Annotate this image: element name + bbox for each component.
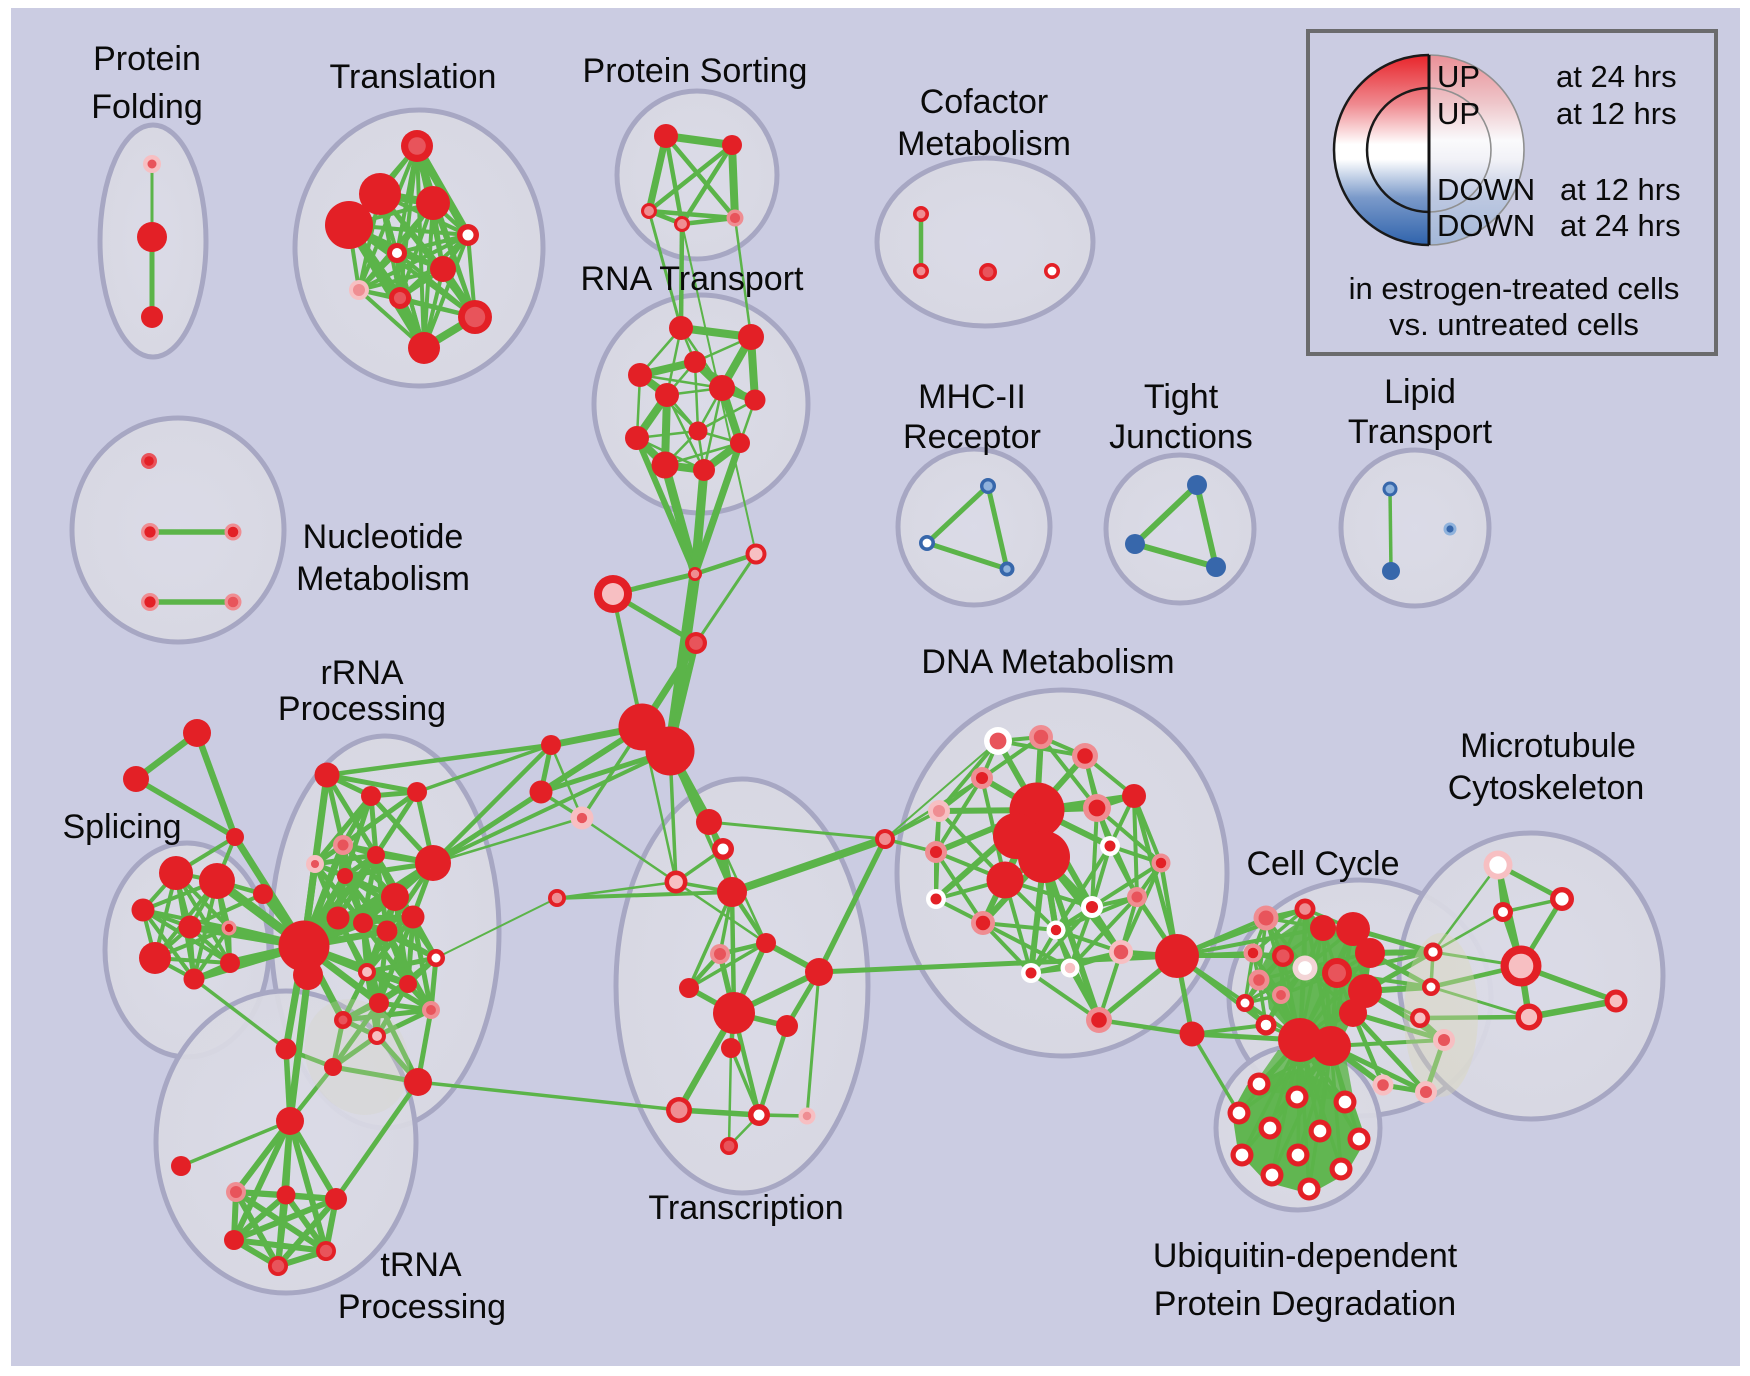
svg-text:DNA Metabolism: DNA Metabolism — [921, 643, 1174, 681]
svg-text:Receptor: Receptor — [903, 418, 1041, 456]
svg-text:at 12 hrs: at 12 hrs — [1560, 172, 1681, 207]
svg-text:tRNA: tRNA — [380, 1246, 462, 1284]
svg-text:Transport: Transport — [1348, 413, 1493, 451]
svg-text:DOWN: DOWN — [1437, 208, 1535, 243]
svg-text:Protein Sorting: Protein Sorting — [583, 52, 808, 90]
svg-text:at 24 hrs: at 24 hrs — [1556, 59, 1677, 94]
svg-text:MHC-II: MHC-II — [918, 378, 1026, 416]
svg-text:Cytoskeleton: Cytoskeleton — [1448, 769, 1645, 807]
svg-text:Metabolism: Metabolism — [897, 125, 1071, 163]
svg-text:Metabolism: Metabolism — [296, 560, 470, 598]
svg-text:at 12 hrs: at 12 hrs — [1556, 96, 1677, 131]
svg-text:Lipid: Lipid — [1384, 373, 1456, 411]
svg-text:in estrogen-treated cells: in estrogen-treated cells — [1349, 271, 1680, 306]
svg-text:Protein Degradation: Protein Degradation — [1154, 1285, 1456, 1323]
svg-text:Transcription: Transcription — [648, 1189, 843, 1227]
svg-text:Processing: Processing — [338, 1288, 506, 1326]
svg-text:Folding: Folding — [91, 88, 203, 126]
svg-text:at 24 hrs: at 24 hrs — [1560, 208, 1681, 243]
svg-text:Microtubule: Microtubule — [1460, 727, 1636, 765]
svg-text:UP: UP — [1437, 59, 1480, 94]
svg-text:Splicing: Splicing — [62, 808, 181, 846]
svg-text:rRNA: rRNA — [320, 654, 403, 692]
svg-text:Protein: Protein — [93, 40, 201, 78]
svg-text:Cofactor: Cofactor — [920, 83, 1049, 121]
svg-text:Nucleotide: Nucleotide — [303, 518, 464, 556]
svg-text:UP: UP — [1437, 96, 1480, 131]
svg-text:Processing: Processing — [278, 690, 446, 728]
svg-text:Tight: Tight — [1144, 378, 1219, 416]
svg-text:Cell Cycle: Cell Cycle — [1246, 845, 1399, 883]
svg-text:Ubiquitin-dependent: Ubiquitin-dependent — [1153, 1237, 1458, 1275]
svg-text:RNA Transport: RNA Transport — [581, 260, 805, 298]
svg-text:Translation: Translation — [330, 58, 497, 96]
svg-text:DOWN: DOWN — [1437, 172, 1535, 207]
svg-text:vs. untreated cells: vs. untreated cells — [1389, 307, 1639, 342]
svg-text:Junctions: Junctions — [1109, 418, 1253, 456]
